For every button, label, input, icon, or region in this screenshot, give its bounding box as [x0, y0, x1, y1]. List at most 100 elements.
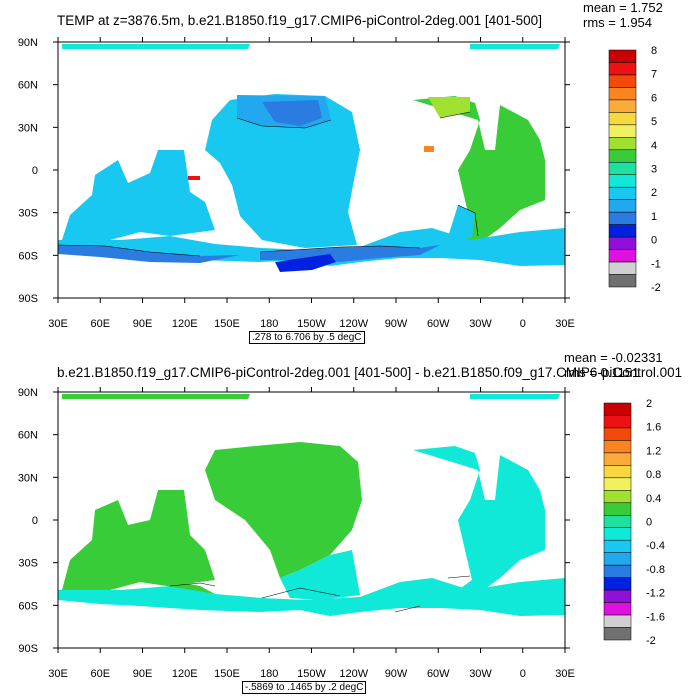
x-tick-label: 90W	[385, 318, 408, 330]
colorbar-label: -1	[651, 258, 661, 270]
x-tick-label: 30W	[469, 318, 492, 330]
colorbar-swatch	[603, 589, 632, 603]
colorbar-label: -2	[646, 635, 656, 647]
colorbar-swatch	[603, 502, 632, 516]
y-tick-label: 30S	[18, 208, 38, 220]
contour-range-note: -.5869 to .1465 by .2 degC	[242, 681, 367, 694]
y-tick-label: 0	[32, 515, 38, 527]
colorbar-swatch	[608, 249, 637, 263]
colorbar-swatch	[608, 224, 637, 238]
x-tick-label: 90W	[385, 668, 408, 680]
colorbar-swatch	[608, 74, 637, 88]
colorbar-swatch	[608, 236, 637, 250]
colorbar-swatch	[608, 49, 637, 63]
x-tick-label: 180	[260, 668, 278, 680]
colorbar-swatch	[608, 199, 637, 213]
rms-stat: rms = 1.954	[583, 15, 653, 30]
colorbar-swatch	[608, 149, 637, 163]
colorbar-swatch	[608, 162, 637, 175]
ocean-field	[58, 394, 565, 616]
panel-title: b.e21.B1850.f19_g17.CMIP6-piControl-2deg…	[57, 365, 683, 380]
mean-stat: mean = 1.752	[583, 0, 663, 15]
colorbar-swatch	[608, 124, 637, 138]
y-tick-label: 90N	[18, 37, 38, 49]
colorbar-swatch	[603, 627, 632, 641]
y-tick-label: 90S	[18, 293, 38, 305]
colorbar-label: -1.6	[646, 611, 665, 623]
contour-range-note: .278 to 6.706 by .5 degC	[249, 331, 365, 344]
x-tick-label: 120W	[339, 318, 368, 330]
y-tick-label: 60S	[18, 250, 38, 262]
x-tick-label: 120E	[172, 668, 198, 680]
colorbar-swatch	[608, 211, 637, 225]
panel-title: TEMP at z=3876.5m, b.e21.B1850.f19_g17.C…	[57, 13, 542, 28]
colorbar-swatch	[603, 527, 632, 541]
colorbar-label: 0.8	[646, 469, 661, 481]
y-tick-label: 30N	[18, 472, 38, 484]
y-tick-label: 30N	[18, 122, 38, 134]
colorbar-label: 5	[651, 116, 657, 128]
colorbar-label: 2	[646, 398, 652, 410]
colorbar-label: 4	[651, 140, 657, 152]
x-tick-label: 30E	[555, 668, 575, 680]
colorbar-label: 8	[651, 45, 657, 57]
y-tick-label: 90N	[18, 387, 38, 399]
y-tick-label: 30S	[18, 558, 38, 570]
map-plot: 30E 60E 90E 120E 150E 180 150W 120W 90W 60W 30W 0 30…	[18, 37, 661, 330]
x-tick-label: 150W	[297, 668, 326, 680]
colorbar-swatch	[608, 87, 637, 101]
x-tick-label: 60W	[427, 318, 450, 330]
colorbar-label: 0.4	[646, 493, 661, 505]
y-tick-label: 60S	[18, 600, 38, 612]
colorbar-swatch	[608, 62, 637, 76]
contour-lines	[169, 575, 471, 613]
colorbar-swatch	[603, 452, 632, 466]
x-tick-label: 30E	[555, 318, 575, 330]
colorbar-swatch	[603, 415, 632, 429]
x-tick-label: 60W	[427, 668, 450, 680]
colorbar-swatch	[608, 99, 637, 113]
colorbar-swatch	[603, 440, 632, 454]
colorbar-swatch	[608, 261, 637, 275]
x-tick-label: 30W	[469, 668, 492, 680]
colorbar-swatch	[608, 274, 637, 288]
colorbar-label: -0.8	[646, 564, 665, 576]
colorbar-swatch	[608, 174, 637, 188]
colorbar-swatch	[603, 465, 632, 479]
colorbar-swatch	[608, 137, 637, 151]
colorbar-swatch	[603, 602, 632, 616]
x-tick-label: 30E	[48, 318, 68, 330]
mean-stat: mean = -0.02331	[564, 350, 663, 365]
x-tick-label: 180	[260, 318, 278, 330]
colorbar-label: 0	[646, 517, 652, 529]
colorbar-label: 7	[651, 69, 657, 81]
colorbar-swatch	[603, 552, 632, 566]
colorbar-label: 2	[651, 187, 657, 199]
map-plot: 30E 60E 90E 120E 150E 180 150W 120W 90W 60W 30W 0 30…	[18, 387, 665, 680]
ocean-field	[58, 44, 565, 272]
x-tick-label: 0	[520, 318, 526, 330]
colorbar-label: 1	[651, 211, 657, 223]
colorbar-label: 3	[651, 164, 657, 176]
x-tick-label: 90E	[133, 668, 153, 680]
x-tick-label: 0	[520, 668, 526, 680]
y-tick-label: 0	[32, 165, 38, 177]
colorbar-swatch	[603, 564, 632, 578]
colorbar-swatch	[603, 515, 632, 528]
colorbar-label: 1.2	[646, 445, 661, 457]
x-tick-label: 120E	[172, 318, 198, 330]
x-tick-label: 30E	[48, 668, 68, 680]
colorbar-swatch	[603, 477, 632, 491]
y-tick-label: 90S	[18, 643, 38, 655]
colorbar-swatch	[608, 112, 637, 126]
colorbar-swatch	[603, 427, 632, 441]
colorbar: 8 7 6 5 4 3 2 1 0 -1 -2	[608, 45, 661, 294]
colorbar-label: -1.2	[646, 588, 665, 600]
x-tick-label: 60E	[90, 668, 110, 680]
colorbar: 2 1.6 1.2 0.8 0.4 0 -0.4 -0.8 -1.2 -1.6 -2	[603, 398, 665, 647]
colorbar-swatch	[603, 402, 632, 416]
difference-panel: b.e21.B1850.f19_g17.CMIP6-piControl-2deg…	[0, 350, 700, 700]
x-tick-label: 60E	[90, 318, 110, 330]
colorbar-swatch	[603, 490, 632, 504]
x-tick-label: 150W	[297, 318, 326, 330]
